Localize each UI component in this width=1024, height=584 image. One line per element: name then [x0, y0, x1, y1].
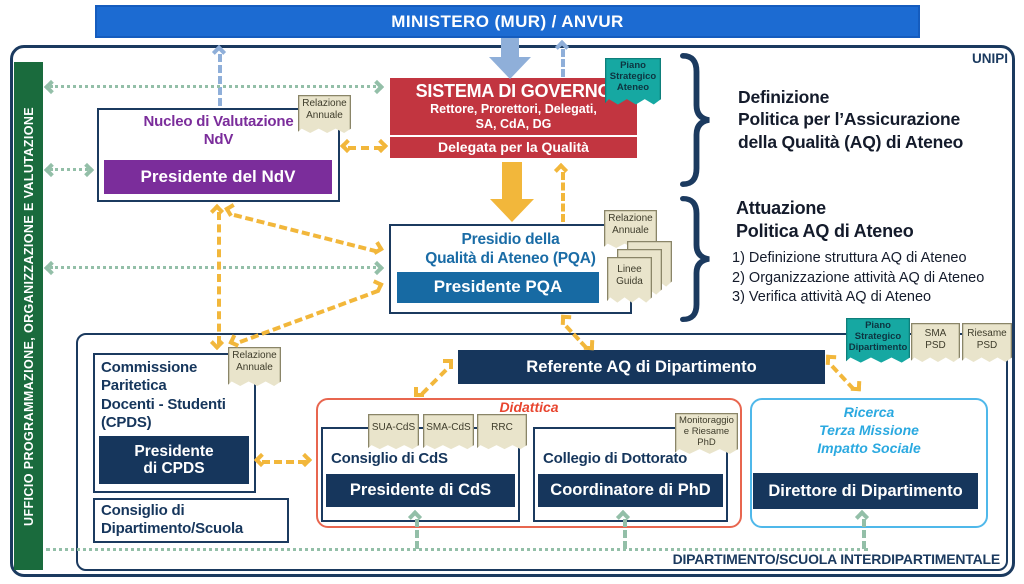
arrow-referente-ricerca-top-head: [825, 354, 837, 366]
sistema-delegata-box: Delegata per la Qualità: [390, 137, 637, 158]
ricerca-box: [750, 398, 988, 528]
attuazione-item: 3) Verifica attività AQ di Ateneo: [732, 289, 932, 306]
arrow-sistema-from-ministero-head: [489, 57, 531, 79]
arrow-pqa-to-sistema: [561, 172, 565, 222]
arrow-cpds-didattica: [262, 460, 306, 464]
sistema-members: Rettore, Prorettori, Delegati, SA, CdA, …: [430, 102, 597, 131]
cpds-presidente-box: Presidente di CPDS: [99, 436, 249, 484]
note-sma-psd: SMA PSD: [911, 323, 960, 362]
line-ufficio-sistema: [50, 85, 376, 88]
consiglio-cds-title: Consiglio di CdS: [331, 450, 448, 467]
dipartimento-box: [76, 333, 1008, 571]
didattica-label: Didattica: [499, 399, 559, 415]
line-ufficio-dipartimento: [46, 548, 868, 551]
consiglio-dipartimento-box: [93, 498, 289, 543]
ufficio-bar: UFFICIO PROGRAMMAZIONE, ORGANIZZAZIONE E…: [14, 62, 43, 570]
arrow-sistema-to-pqa-head: [490, 199, 534, 222]
line-ufficio-ndv: [50, 168, 88, 171]
arrow-pqa-referente-bottom-head: [583, 339, 595, 351]
ricerca-label: Ricerca Terza Missione Impatto Sociale: [817, 404, 921, 457]
ministero-banner: MINISTERO (MUR) / ANVUR: [95, 5, 920, 38]
brace-definizione: [680, 53, 710, 187]
arrow-up-presidente-cds: [415, 519, 419, 549]
attuazione-item: 2) Organizzazione attività AQ di Ateneo: [732, 269, 985, 286]
referente-aq-box: Referente AQ di Dipartimento: [458, 350, 825, 384]
arrow-pqa-referente-top-head: [560, 314, 572, 326]
definizione-text: Definizione Politica per l’Assicurazione…: [738, 87, 964, 152]
direttore-dipartimento-box: Direttore di Dipartimento: [753, 473, 978, 509]
note-sma-cds: SMA-CdS: [423, 414, 474, 450]
dipartimento-label: DIPARTIMENTO/SCUOLA INTERDIPARTIMENTALE: [672, 551, 1001, 567]
ministero-banner-title: MINISTERO (MUR) / ANVUR: [391, 11, 624, 31]
arrow-sistema-to-pqa: [502, 162, 522, 200]
note-linee-guida: Linee Guida: [607, 257, 652, 303]
ndv-title: Nucleo di Valutazione NdV: [143, 113, 294, 149]
presidente-cds-box: Presidente di CdS: [326, 474, 515, 507]
note-riesame-psd: Riesame PSD: [962, 323, 1012, 362]
sistema-title: SISTEMA DI GOVERNO: [415, 81, 612, 101]
note-relazione-annuale-cpds: Relazione Annuale: [228, 347, 281, 386]
attuazione-list: 1) Definizione struttura AQ di Ateneo 2)…: [732, 249, 1022, 308]
cpds-title: Commissione Paritetica Docenti - Student…: [101, 359, 226, 431]
sistema-box: SISTEMA DI GOVERNO Rettore, Prorettori, …: [390, 78, 637, 135]
note-monitoraggio-phd: Monitoraggio e Riesame PhD: [675, 413, 738, 454]
coordinatore-phd-box: Coordinatore di PhD: [538, 474, 723, 507]
arrow-referente-ricerca-bottom-head: [850, 380, 862, 392]
pqa-presidente-box: Presidente PQA: [397, 272, 599, 303]
consiglio-dipartimento-title: Consiglio di Dipartimento/Scuola: [101, 502, 244, 538]
ufficio-bar-label: UFFICIO PROGRAMMAZIONE, ORGANIZZAZIONE E…: [21, 106, 36, 526]
arrow-up-coordinatore-phd: [623, 519, 627, 549]
note-rrc: RRC: [477, 414, 527, 450]
arrow-ndv-cpds: [217, 212, 221, 344]
note-relazione-annuale-ndv: Relazione Annuale: [298, 95, 351, 133]
pqa-title: Presidio della Qualità di Ateneo (PQA): [425, 231, 596, 267]
arrow-ndv-sistema: [348, 146, 382, 150]
arrow-up-direttore: [862, 519, 866, 549]
arrow-referente-didattica-bottom-head: [414, 387, 424, 397]
note-piano-strategico-ateneo: Piano Strategico Ateneo: [605, 58, 661, 105]
note-piano-strategico-dipartimento: Piano Strategico Dipartimento: [846, 318, 910, 363]
arrow-ndv-to-ministero: [218, 54, 222, 106]
line-ufficio-pqa: [50, 266, 376, 269]
attuazione-title: Attuazione Politica AQ di Ateneo: [736, 198, 914, 241]
note-sua-cds: SUA-CdS: [368, 414, 419, 450]
brace-attuazione: [680, 196, 710, 322]
arrow-sistema-to-ministero: [561, 49, 565, 77]
attuazione-item: 1) Definizione struttura AQ di Ateneo: [732, 250, 967, 266]
collegio-dottorato-title: Collegio di Dottorato: [543, 450, 688, 467]
ndv-presidente-box: Presidente del NdV: [104, 160, 332, 194]
arrow-sistema-from-ministero: [501, 38, 519, 58]
didattica-box: [316, 398, 742, 528]
arrow-referente-didattica-top-head: [443, 359, 453, 369]
unipi-label: UNIPI: [971, 51, 1008, 66]
